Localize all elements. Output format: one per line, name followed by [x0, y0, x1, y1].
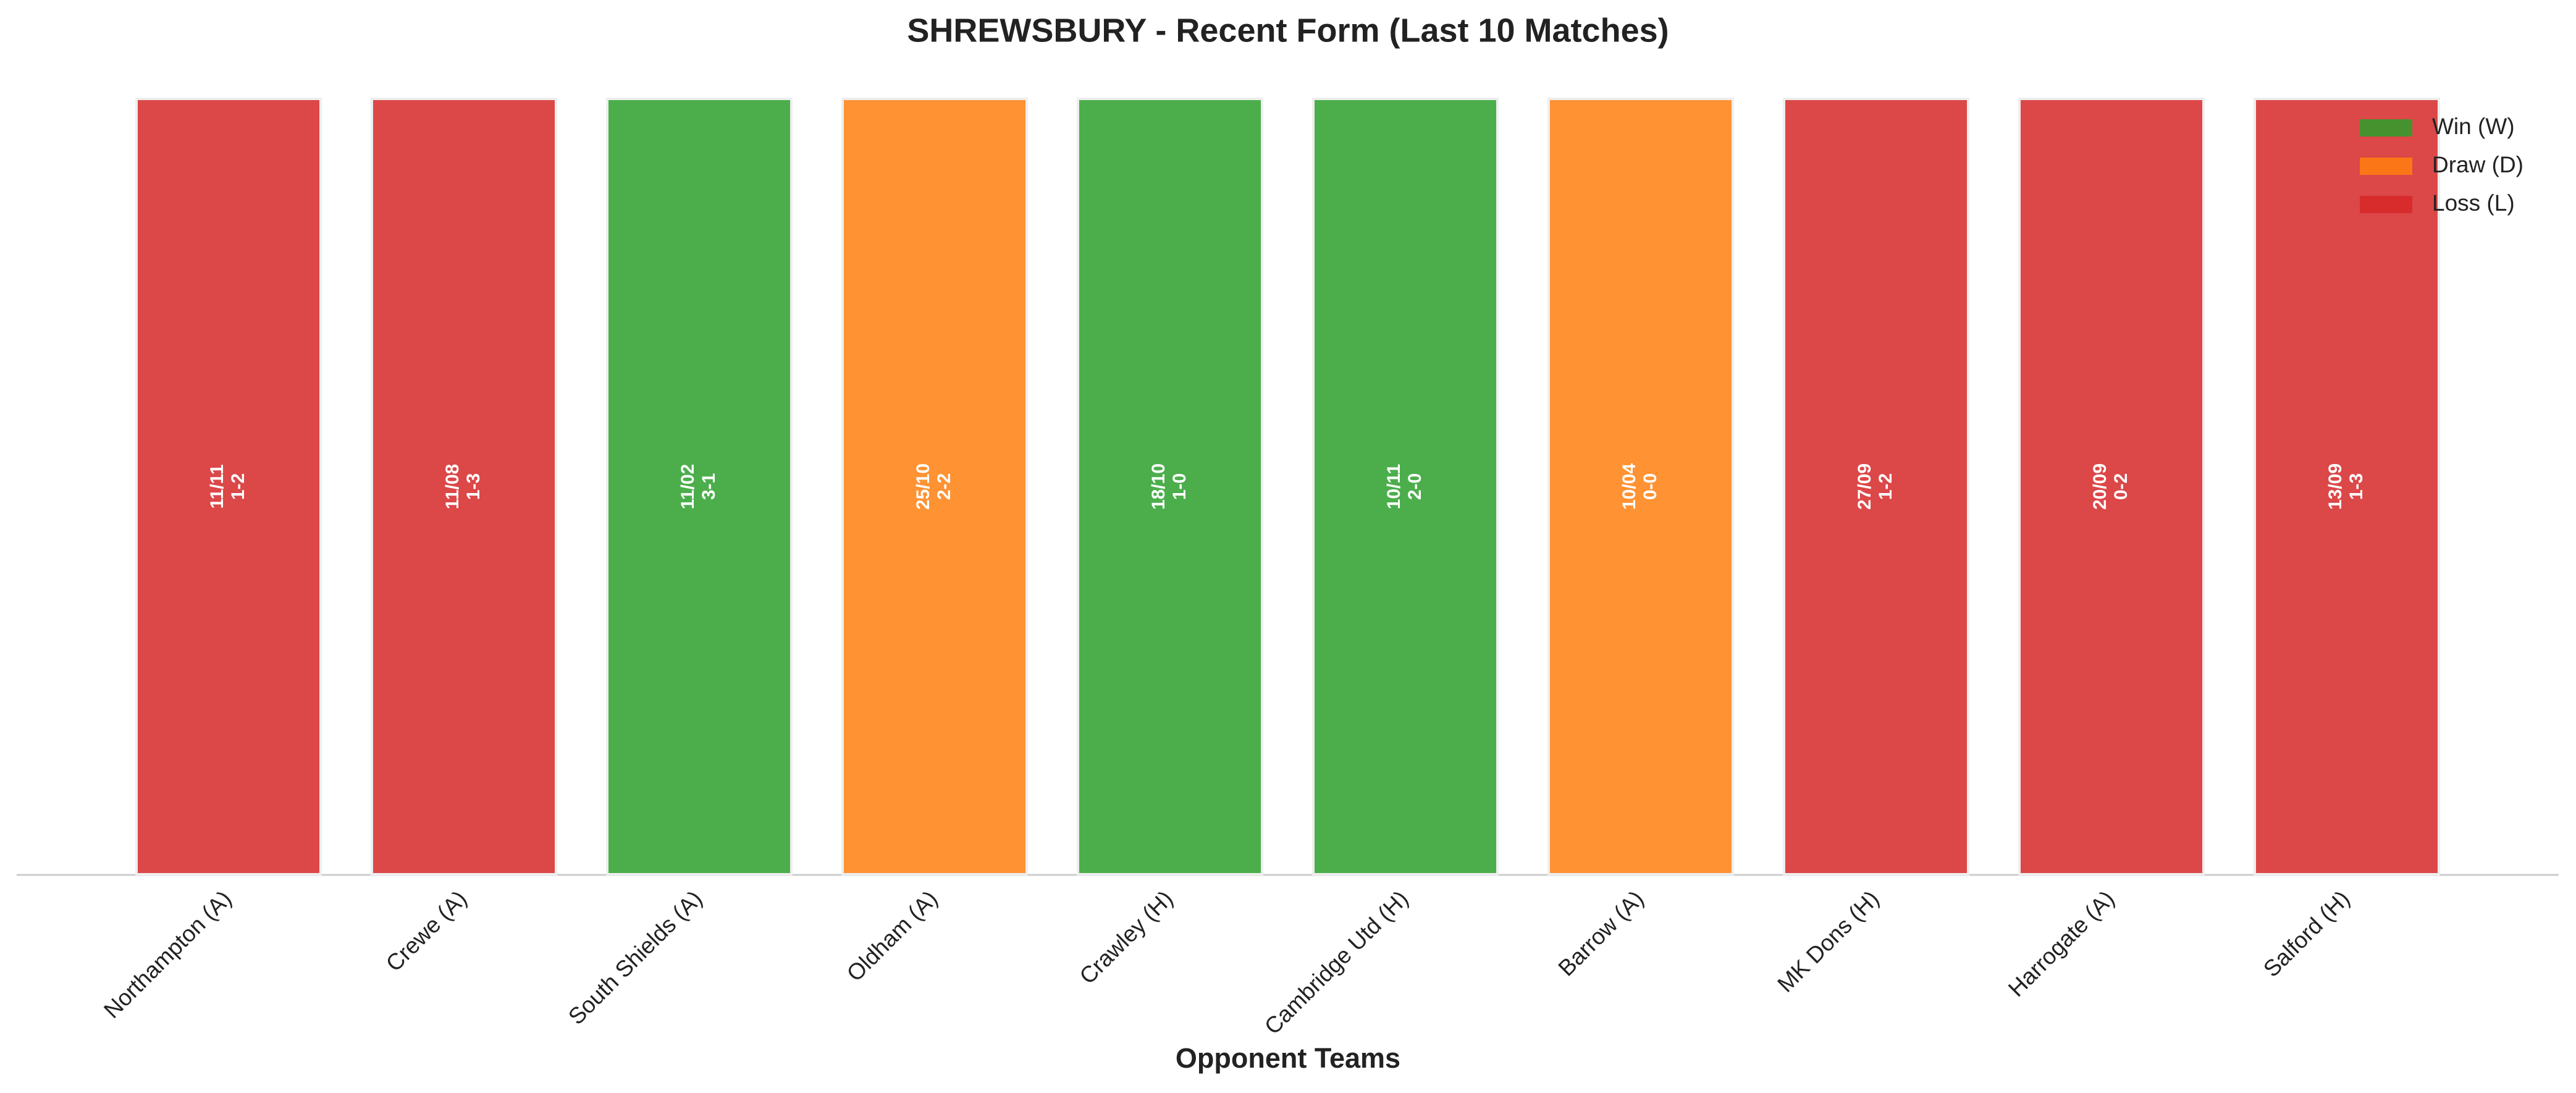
legend-label: Loss (L)	[2432, 190, 2515, 216]
legend-label: Win (W)	[2432, 114, 2515, 139]
bar	[371, 98, 557, 876]
bar-label: 11/08 1-3	[442, 464, 484, 509]
bar-date: 18/10	[1148, 463, 1169, 510]
legend-swatch	[2360, 196, 2412, 213]
bar-label: 10/11 2-0	[1384, 464, 1425, 509]
bar-date: 13/09	[2325, 463, 2346, 510]
bar	[2254, 98, 2440, 876]
bar-score: 1-0	[1169, 473, 1190, 500]
bar-label: 25/10 2-2	[913, 463, 954, 510]
bar	[1312, 98, 1499, 876]
bar	[841, 98, 1028, 876]
bar-label: 27/09 1-2	[1854, 463, 1896, 510]
bar-score: 0-2	[2111, 473, 2131, 500]
bar-score: 2-2	[934, 473, 954, 500]
bar	[606, 98, 793, 876]
bar	[1077, 98, 1263, 876]
bar-score: 2-0	[1405, 473, 1425, 500]
bar-label: 11/11 1-2	[207, 465, 248, 509]
chart-title: SHREWSBURY - Recent Form (Last 10 Matche…	[907, 12, 1669, 49]
bar-label: 20/09 0-2	[2090, 463, 2131, 510]
bar-score: 3-1	[699, 473, 719, 500]
bar-date: 20/09	[2090, 463, 2110, 510]
bar-score: 1-3	[2346, 473, 2367, 500]
bar-date: 25/10	[913, 463, 933, 510]
bar-date: 11/08	[442, 464, 463, 509]
legend-swatch	[2360, 119, 2412, 137]
bar-label: 11/02 3-1	[678, 464, 719, 509]
legend-label: Draw (D)	[2432, 152, 2523, 177]
bar-date: 10/04	[1619, 463, 1639, 510]
bar-score: 0-0	[1640, 473, 1661, 500]
bar-score: 1-3	[463, 473, 484, 500]
bar-score: 1-2	[1875, 473, 1896, 500]
bar	[1547, 98, 1734, 876]
bar-score: 1-2	[228, 473, 248, 500]
bar	[2018, 98, 2205, 876]
bar-date: 10/11	[1384, 464, 1404, 509]
bar-label: 10/04 0-0	[1619, 463, 1661, 510]
bar-label: 13/09 1-3	[2325, 463, 2367, 510]
bar	[1783, 98, 1969, 876]
bar	[135, 98, 322, 876]
bar-label: 18/10 1-0	[1148, 463, 1190, 510]
legend-swatch	[2360, 158, 2412, 175]
bar-date: 11/11	[207, 465, 227, 509]
bar-date: 11/02	[678, 464, 698, 509]
bar-date: 27/09	[1854, 463, 1875, 510]
x-axis-label: Opponent Teams	[1176, 1042, 1400, 1074]
